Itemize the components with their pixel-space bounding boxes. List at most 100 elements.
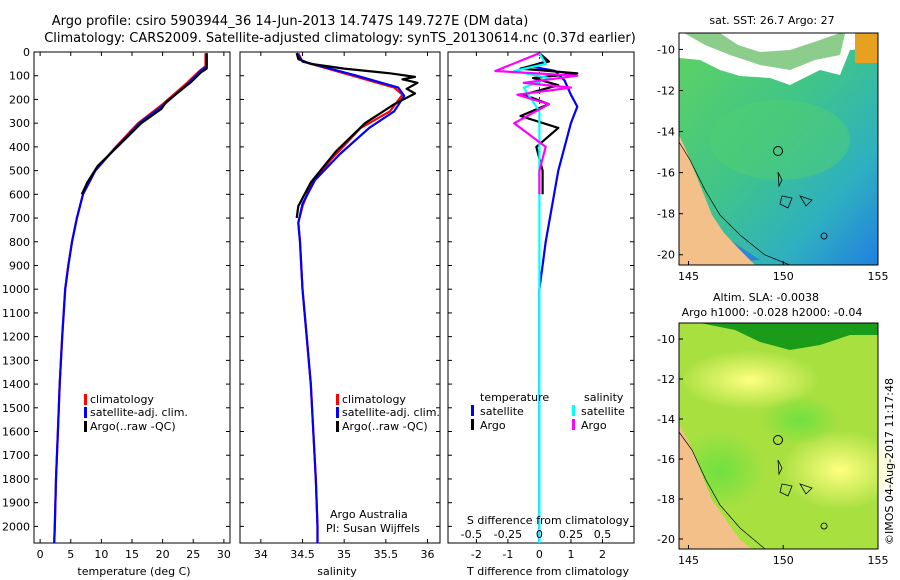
legend-label-argo: Argo(..raw -QC) xyxy=(90,420,176,433)
depth-tick-label: 1800 xyxy=(2,473,30,486)
map-y-tick-label: -14 xyxy=(657,126,675,139)
depth-tick-label: 1300 xyxy=(2,354,30,367)
depth-tick-label: 1600 xyxy=(2,426,30,439)
series-line-satellite-adj-clim xyxy=(295,52,406,543)
series-line-argo-raw-qc xyxy=(80,53,208,195)
temperature-xlabel: temperature (deg C) xyxy=(77,565,190,578)
x-tick-label: 30 xyxy=(217,548,231,561)
map-y-tick-label: -16 xyxy=(657,167,675,180)
x-tick-label: -1 xyxy=(502,548,513,561)
x-tick-label: 15 xyxy=(125,548,139,561)
map-y-tick-label: -16 xyxy=(657,453,675,466)
sla-map xyxy=(675,322,900,550)
credit-line2: PI: Susan Wijffels xyxy=(326,522,420,535)
difference-xlabel-top: S difference from climatology xyxy=(467,514,630,527)
legend-label-climatology: climatology xyxy=(90,393,154,406)
sla-map-frame xyxy=(678,322,879,550)
temperature-legend: climatology satellite-adj. clim. Argo(..… xyxy=(84,393,188,433)
sst-warm-corner xyxy=(855,33,878,63)
x-tick-label: 0 xyxy=(37,548,44,561)
temperature-panel xyxy=(33,51,231,544)
credit-line1: Argo Australia xyxy=(330,508,408,521)
salinity-panel xyxy=(239,51,441,544)
temperature-series xyxy=(53,53,208,543)
sla-shelf-contour xyxy=(678,431,766,550)
legend-swatch-argo xyxy=(336,421,339,432)
sst-land-png xyxy=(684,33,845,70)
legend-label-s-satellite: satellite xyxy=(581,405,625,418)
x-tick-label: -2 xyxy=(471,548,482,561)
map-y-tick-label: -18 xyxy=(657,208,675,221)
depth-tick-label: 1000 xyxy=(2,283,30,296)
salinity-legend: climatology satellite-adj. clim. Argo(..… xyxy=(336,393,440,433)
depth-tick-label: 900 xyxy=(9,259,30,272)
legend-label-t-satellite: satellite xyxy=(480,405,524,418)
depth-tick-label: 2000 xyxy=(2,520,30,533)
legend-swatch-satellite xyxy=(84,407,87,418)
sst-shelf-contour xyxy=(678,141,791,266)
legend-label-climatology: climatology xyxy=(342,393,406,406)
s-diff-tick-label: -0.5 xyxy=(461,528,482,541)
series-line-argo-raw-qc xyxy=(295,52,419,219)
depth-tick-label: 300 xyxy=(9,117,30,130)
map-y-tick-label: -14 xyxy=(657,413,675,426)
depth-axis: 0 100 200 300 400 500 600 700 800 900 1000 1100 1200… xyxy=(2,46,634,533)
sla-low-patch xyxy=(760,395,840,445)
depth-tick-label: 1500 xyxy=(2,402,30,415)
s-diff-tick-label: 0.5 xyxy=(594,528,612,541)
sla-map-axes: 145 150 155 -10 -12 -14 -16 -18 -20 xyxy=(657,333,888,567)
header-line1: Argo profile: csiro 5903944_36 14-Jun-20… xyxy=(52,14,529,29)
series-line-s-satellite xyxy=(513,52,551,543)
depth-tick-label: 800 xyxy=(9,236,30,249)
legend-swatch-s-satellite xyxy=(572,405,575,416)
salinity-series xyxy=(295,52,419,543)
series-line-s-argo xyxy=(494,52,579,195)
sla-map-title-line2: Argo h1000: -0.028 h2000: -0.04 xyxy=(682,306,863,319)
header-line2: Climatology: CARS2009. Satellite-adjuste… xyxy=(44,31,636,46)
sst-map-axes: 145 150 155 -10 -12 -14 -16 -18 -20 xyxy=(657,43,888,283)
legend-label-s-argo: Argo xyxy=(581,419,607,432)
sla-argo-position-marker xyxy=(773,435,783,445)
salinity-x-axis: 34 34.5 35 35.5 36 xyxy=(254,52,435,561)
legend-title-salinity: salinity xyxy=(584,391,624,404)
s-diff-tick-label: 0 xyxy=(536,528,543,541)
legend-swatch-argo xyxy=(84,421,87,432)
depth-tick-label: 200 xyxy=(9,93,30,106)
legend-swatch-s-argo xyxy=(572,419,575,430)
legend-label-satellite: satellite-adj. clim. xyxy=(342,406,440,419)
sla-high-patch xyxy=(680,350,820,410)
legend-swatch-t-satellite xyxy=(471,405,474,416)
map-x-tick-label: 155 xyxy=(868,270,889,283)
salinity-xlabel: salinity xyxy=(317,565,357,578)
sla-reef-outline xyxy=(777,459,828,530)
map-x-tick-label: 155 xyxy=(868,554,889,567)
depth-tick-label: 500 xyxy=(9,165,30,178)
s-difference-tick-labels: -0.5 -0.25 0 0.25 0.5 xyxy=(461,528,612,541)
depth-tick-label: 1400 xyxy=(2,378,30,391)
legend-swatch-t-argo xyxy=(471,419,474,430)
difference-x-axis: -2 -1 0 1 2 xyxy=(471,52,606,561)
depth-tick-label: 1200 xyxy=(2,331,30,344)
legend-label-satellite: satellite-adj. clim. xyxy=(90,406,188,419)
x-tick-label: 35 xyxy=(337,548,351,561)
temperature-x-axis: 0 5 10 15 20 25 30 xyxy=(37,52,231,561)
map-y-tick-label: -10 xyxy=(657,333,675,346)
x-tick-label: 1 xyxy=(567,548,574,561)
sla-land-australia xyxy=(679,425,752,549)
sst-argo-position-marker xyxy=(773,146,783,156)
series-line-t-satellite xyxy=(528,52,579,543)
legend-label-argo: Argo(..raw -QC) xyxy=(342,420,428,433)
depth-tick-label: 600 xyxy=(9,188,30,201)
map-x-tick-label: 150 xyxy=(773,554,794,567)
sst-warm-patch xyxy=(710,100,850,180)
legend-swatch-climatology xyxy=(84,394,87,405)
legend-label-t-argo: Argo xyxy=(480,419,506,432)
s-diff-tick-label: -0.25 xyxy=(494,528,522,541)
map-y-tick-label: -10 xyxy=(657,43,675,56)
sst-land-australia xyxy=(679,135,755,265)
depth-tick-label: 1900 xyxy=(2,497,30,510)
difference-panel xyxy=(447,51,635,544)
difference-series xyxy=(494,52,579,543)
map-x-tick-label: 145 xyxy=(678,554,699,567)
